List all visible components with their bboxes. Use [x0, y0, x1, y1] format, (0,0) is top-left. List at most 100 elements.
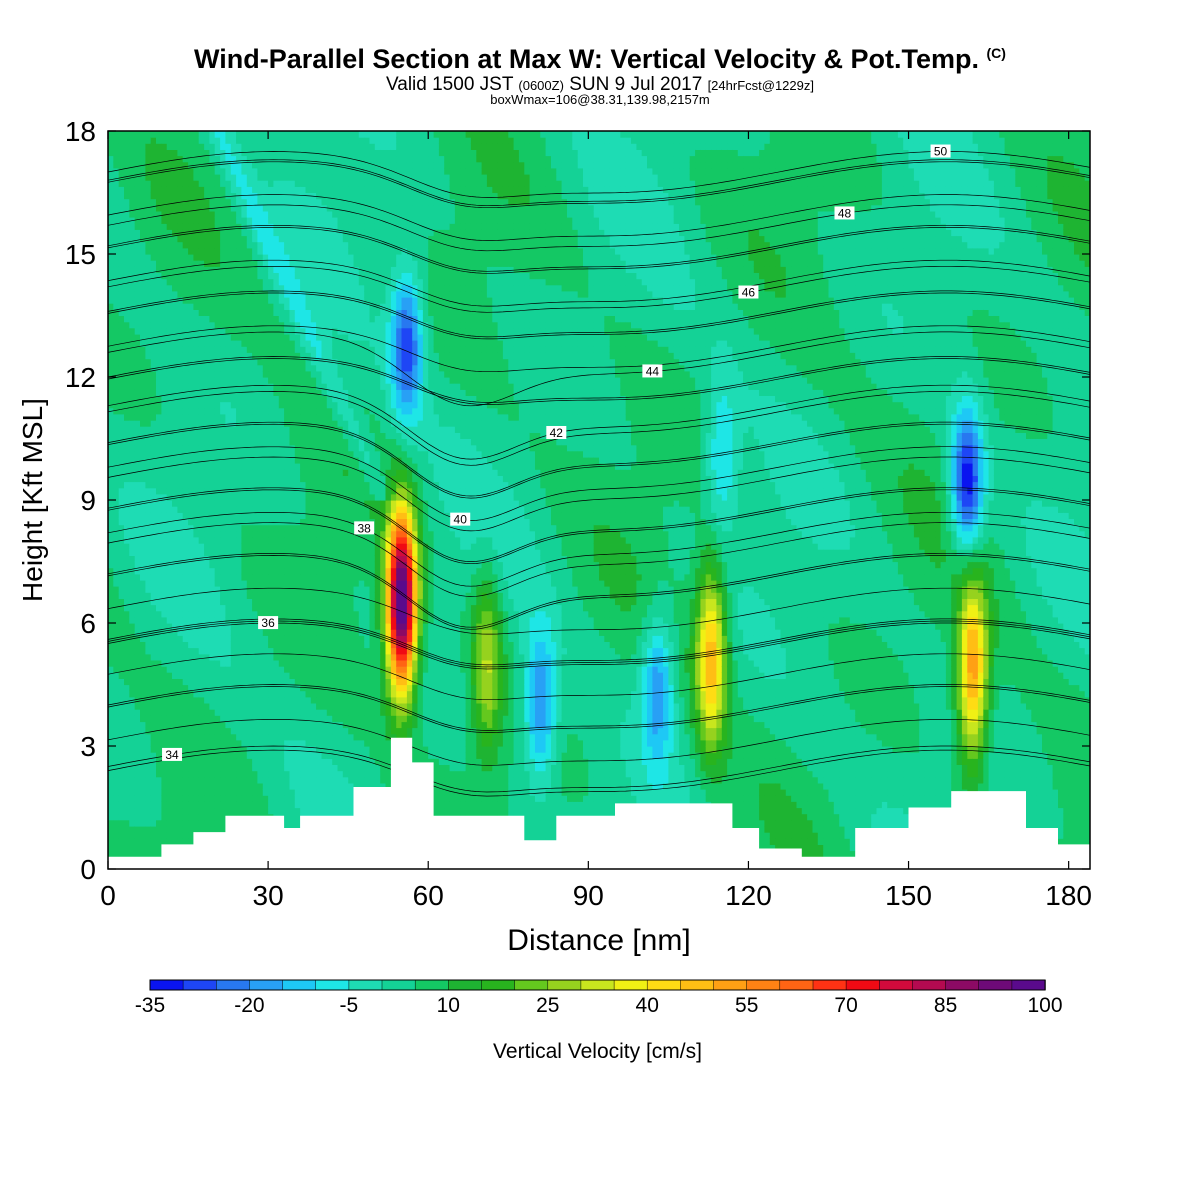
w-cell — [241, 666, 248, 673]
w-cell — [284, 192, 290, 200]
w-cell — [305, 463, 312, 470]
w-cell — [268, 641, 274, 649]
w-cell — [150, 776, 157, 784]
w-cell — [214, 167, 221, 175]
w-cell — [230, 782, 237, 790]
w-cell — [236, 715, 242, 723]
w-cell — [108, 493, 114, 501]
w-cell — [172, 592, 178, 599]
w-cell — [257, 309, 264, 316]
w-cell — [161, 561, 168, 569]
w-cell — [172, 432, 178, 439]
w-cell — [113, 813, 120, 821]
w-cell — [108, 450, 114, 458]
w-cell — [289, 659, 296, 667]
w-cell — [326, 727, 333, 735]
w-cell — [113, 456, 120, 464]
w-cell — [273, 167, 280, 175]
w-cell — [156, 807, 162, 815]
w-cell — [305, 709, 312, 716]
w-cell — [278, 789, 285, 796]
w-cell — [300, 721, 306, 729]
w-cell — [193, 690, 200, 698]
w-cell — [262, 395, 269, 403]
w-cell — [289, 610, 296, 618]
w-cell — [241, 284, 248, 292]
w-cell — [284, 623, 290, 630]
w-cell — [241, 770, 248, 778]
w-cell — [118, 543, 125, 550]
w-cell — [182, 647, 189, 655]
w-cell — [145, 690, 152, 698]
w-cell — [236, 746, 242, 753]
w-cell — [172, 623, 178, 630]
w-cell — [172, 450, 178, 458]
w-cell — [230, 690, 237, 698]
w-cell — [316, 641, 322, 649]
w-cell — [118, 500, 125, 507]
w-cell — [246, 610, 253, 618]
w-cell — [209, 395, 216, 403]
w-cell — [284, 407, 290, 415]
w-cell — [326, 635, 333, 642]
w-cell — [273, 413, 280, 421]
w-cell — [113, 272, 120, 280]
w-cell — [198, 524, 205, 532]
w-cell — [129, 401, 136, 409]
w-cell — [172, 678, 178, 686]
w-cell — [172, 204, 178, 212]
w-cell — [246, 666, 253, 673]
w-cell — [257, 684, 264, 692]
w-cell — [326, 432, 333, 439]
w-cell — [172, 463, 178, 470]
w-cell — [284, 764, 290, 772]
w-cell — [305, 801, 312, 809]
w-cell — [166, 131, 173, 138]
w-cell — [246, 782, 253, 790]
w-cell — [294, 358, 301, 366]
w-cell — [225, 715, 232, 723]
w-cell — [108, 149, 114, 157]
w-cell — [193, 807, 200, 815]
w-cell — [150, 487, 157, 495]
w-cell — [241, 321, 248, 329]
w-cell — [289, 450, 296, 458]
w-cell — [129, 536, 136, 544]
w-cell — [204, 456, 210, 464]
w-cell — [150, 709, 157, 716]
w-cell — [118, 758, 125, 765]
w-cell — [262, 174, 269, 181]
w-cell — [262, 346, 269, 353]
w-cell — [172, 426, 178, 433]
w-cell — [273, 579, 280, 587]
w-cell — [204, 174, 210, 181]
w-cell — [124, 137, 130, 144]
w-cell — [140, 684, 146, 692]
w-cell — [156, 500, 162, 507]
w-cell — [193, 352, 200, 360]
w-cell — [113, 659, 120, 667]
w-cell — [198, 315, 205, 323]
w-cell — [241, 352, 248, 360]
w-cell — [188, 413, 194, 421]
w-cell — [220, 131, 226, 138]
w-cell — [118, 463, 125, 470]
w-cell — [188, 463, 194, 470]
w-cell — [241, 395, 248, 403]
w-cell — [321, 807, 328, 815]
w-cell — [257, 567, 264, 575]
w-cell — [326, 444, 333, 452]
w-cell — [310, 623, 317, 630]
w-cell — [166, 217, 173, 224]
w-cell — [204, 346, 210, 353]
w-cell — [246, 703, 253, 710]
w-cell — [108, 653, 114, 661]
w-cell — [257, 758, 264, 765]
w-cell — [156, 764, 162, 772]
w-cell — [268, 217, 274, 224]
w-cell — [113, 260, 120, 267]
w-cell — [172, 333, 178, 341]
w-cell — [246, 733, 253, 741]
w-cell — [284, 131, 290, 138]
w-cell — [140, 776, 146, 784]
